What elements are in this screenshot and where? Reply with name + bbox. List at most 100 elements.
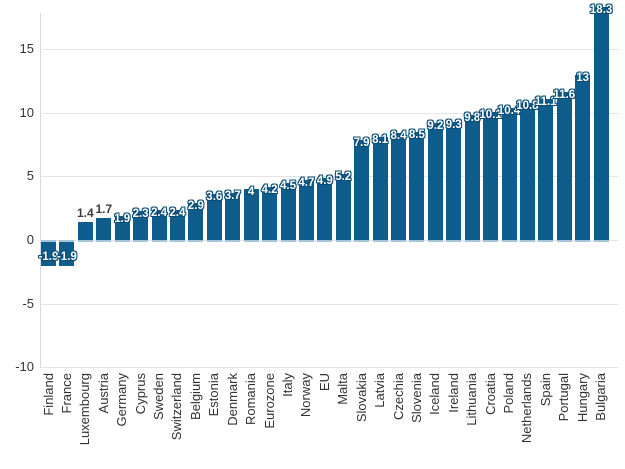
gridline-y-5 — [40, 176, 619, 178]
gridline-y-10 — [40, 112, 619, 114]
bar-denmark — [225, 192, 241, 242]
value-label: 5.2 — [335, 170, 352, 183]
bar-iceland — [427, 123, 443, 242]
value-label: 3.7 — [224, 189, 241, 202]
bar-romania — [243, 189, 259, 242]
value-label: 1.7 — [95, 202, 113, 217]
value-label: 8.4 — [390, 130, 407, 143]
bar-belgium — [188, 203, 204, 242]
x-axis-label-spain: Spain — [537, 373, 553, 407]
bar-portugal — [556, 92, 572, 242]
bar-malta — [335, 173, 351, 242]
bar-croatia — [483, 111, 499, 242]
y-tick-label: -5 — [22, 295, 34, 311]
bar-germany — [114, 215, 130, 242]
bar-estonia — [206, 194, 222, 242]
bar-spain — [538, 98, 554, 242]
bar-cyprus — [133, 210, 149, 242]
x-axis-label-lithuania: Lithuania — [464, 373, 480, 426]
value-label: -1.9 — [56, 251, 77, 264]
bar-sweden — [151, 209, 167, 242]
value-label: 4.2 — [261, 183, 278, 196]
value-label: 8.5 — [408, 128, 425, 141]
bar-eurozone — [262, 186, 277, 242]
value-label: 2.4 — [169, 206, 186, 219]
x-axis-label-malta: Malta — [335, 373, 351, 405]
y-tick-label: 10 — [19, 104, 34, 120]
y-axis-line — [40, 13, 41, 368]
bar-norway — [298, 180, 314, 242]
value-label: 9.8 — [464, 112, 481, 125]
x-axis-label-belgium: Belgium — [187, 373, 203, 420]
bar-poland — [501, 107, 517, 242]
bar-ireland — [446, 121, 462, 242]
x-axis-label-eurozone: Eurozone — [261, 373, 277, 429]
x-axis-label-croatia: Croatia — [482, 373, 498, 415]
x-axis-label-sweden: Sweden — [151, 373, 166, 420]
gridline-y--5 — [40, 303, 619, 305]
value-label: 1.9 — [114, 212, 131, 225]
x-axis-label-cyprus: Cyprus — [132, 373, 148, 415]
x-axis-label-slovakia: Slovakia — [353, 373, 369, 423]
value-label: 9.2 — [427, 120, 444, 132]
value-label: 10.4 — [497, 104, 521, 117]
y-tick-label: -10 — [15, 359, 34, 375]
y-tick-label: 0 — [26, 232, 34, 247]
value-label: 7.9 — [353, 136, 370, 149]
value-label: 4.7 — [298, 177, 315, 190]
x-axis-label-estonia: Estonia — [206, 373, 222, 417]
value-label: 4 — [247, 186, 255, 199]
x-axis-label-germany: Germany — [114, 373, 130, 427]
bar-eu — [317, 177, 333, 242]
bar-slovenia — [409, 131, 425, 242]
value-label: 1.4 — [76, 206, 94, 221]
value-label: 4.5 — [280, 179, 296, 192]
x-axis-label-slovenia: Slovenia — [408, 373, 424, 423]
bar-lithuania — [464, 115, 480, 242]
value-label: 4.9 — [316, 174, 333, 187]
value-label: 11.6 — [553, 89, 576, 102]
bar-bulgaria — [593, 7, 609, 242]
x-axis-label-portugal: Portugal — [556, 373, 572, 422]
bar-finland — [41, 240, 56, 267]
value-label: 11.1 — [534, 95, 557, 108]
x-axis-label-finland: Finland — [40, 373, 56, 416]
value-label: 10.1 — [479, 108, 502, 121]
y-tick-label: 15 — [19, 41, 34, 57]
value-label: -1.9 — [38, 251, 59, 264]
value-label: 18.3 — [589, 4, 613, 17]
x-axis-label-hungary: Hungary — [574, 373, 590, 423]
bar-austria — [96, 218, 112, 242]
x-axis-label-latvia: Latvia — [372, 373, 388, 408]
x-axis-label-romania: Romania — [243, 373, 259, 426]
value-label: 2.3 — [132, 207, 149, 220]
bar-slovakia — [354, 139, 370, 242]
value-label: 13 — [576, 71, 590, 84]
x-axis-label-luxembourg: Luxembourg — [77, 373, 93, 446]
bar-netherlands — [519, 102, 535, 242]
x-axis-label-netherlands: Netherlands — [519, 373, 535, 444]
x-axis-label-czechia: Czechia — [390, 373, 406, 420]
value-label: 2.4 — [151, 206, 167, 219]
value-label: 8.1 — [372, 134, 389, 146]
gridline-y--10 — [40, 367, 619, 369]
bar-switzerland — [169, 209, 185, 242]
x-axis-label-iceland: Iceland — [427, 373, 443, 415]
x-axis-label-ireland: Ireland — [445, 373, 461, 413]
value-label: 10.8 — [516, 99, 539, 112]
x-axis-label-denmark: Denmark — [224, 373, 240, 426]
x-axis-label-italy: Italy — [280, 373, 295, 397]
x-axis-label-france: France — [58, 373, 74, 414]
x-axis-label-norway: Norway — [298, 373, 314, 418]
bar-italy — [280, 182, 296, 242]
bar-czechia — [391, 133, 406, 242]
x-axis-label-austria: Austria — [95, 373, 111, 414]
x-axis-label-eu: EU — [316, 373, 332, 392]
bar-latvia — [372, 137, 388, 242]
value-label: 9.3 — [445, 118, 462, 131]
x-axis-label-poland: Poland — [501, 373, 516, 414]
x-axis-label-switzerland: Switzerland — [169, 373, 185, 441]
value-label: 3.6 — [206, 191, 223, 204]
x-axis-label-bulgaria: Bulgaria — [593, 373, 609, 421]
